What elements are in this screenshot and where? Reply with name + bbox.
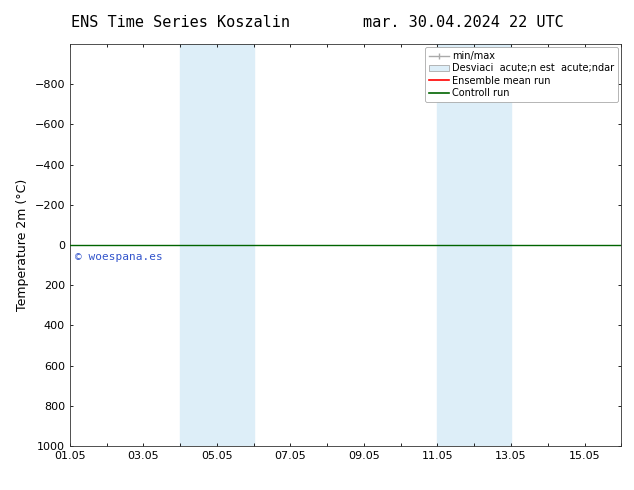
- Bar: [437, 44, 511, 446]
- Text: ENS Time Series Koszalin        mar. 30.04.2024 22 UTC: ENS Time Series Koszalin mar. 30.04.2024…: [70, 15, 564, 30]
- Text: © woespana.es: © woespana.es: [75, 252, 163, 262]
- Y-axis label: Temperature 2m (°C): Temperature 2m (°C): [16, 179, 29, 311]
- Bar: [180, 44, 254, 446]
- Legend: min/max, Desviaci  acute;n est  acute;ndar, Ensemble mean run, Controll run: min/max, Desviaci acute;n est acute;ndar…: [425, 47, 618, 102]
